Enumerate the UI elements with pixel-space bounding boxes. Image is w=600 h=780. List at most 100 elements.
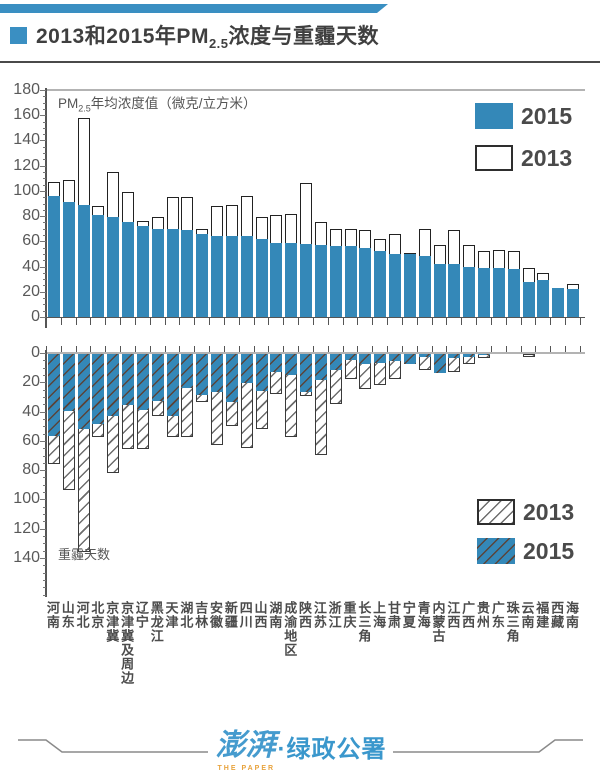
y-tick <box>43 594 46 596</box>
footer-left-line <box>17 739 208 753</box>
y-tick <box>40 411 46 413</box>
y-tick <box>40 353 46 354</box>
bar-2015 <box>166 228 179 317</box>
y-tick <box>43 96 46 98</box>
legend-swatch-2015-solid <box>475 103 513 129</box>
bar-2015-hatched <box>344 354 357 360</box>
x-boundary-tick <box>520 318 522 325</box>
y-tick <box>43 253 46 255</box>
x-boundary-tick <box>179 346 181 352</box>
footer-right-line <box>392 739 583 753</box>
x-boundary-tick <box>60 346 62 352</box>
bar-2015 <box>196 233 209 317</box>
x-category-label: 湖南 <box>267 601 283 629</box>
y-tick <box>43 228 46 230</box>
y-tick-label: 120 <box>13 519 40 537</box>
legend-label-2013: 2013 <box>521 145 573 171</box>
x-boundary-tick <box>579 346 581 352</box>
bar-2015 <box>136 226 149 317</box>
x-category-label: 河北 <box>74 601 90 629</box>
y-tick <box>43 579 46 581</box>
bar-2015-hatched <box>359 354 372 365</box>
x-boundary-tick <box>579 318 581 325</box>
bar-2015 <box>478 267 491 317</box>
legend-label-2015: 2015 <box>521 103 573 129</box>
x-category-label: 上海 <box>371 601 387 629</box>
bar-2015-hatched <box>136 354 149 410</box>
y-tick <box>43 572 46 574</box>
page-title: 2013和2015年PM2.5浓度与重霾天数 <box>36 20 379 51</box>
y-tick <box>43 536 46 538</box>
y-tick <box>43 587 46 589</box>
zero-line <box>46 352 585 354</box>
x-boundary-tick <box>446 318 448 325</box>
x-category-label: 山东 <box>59 601 75 629</box>
y-tick-label: 80 <box>22 207 40 225</box>
bar-2015-hatched <box>389 354 402 362</box>
x-category-label: 贵州 <box>474 601 490 629</box>
x-boundary-tick <box>149 346 151 352</box>
y-tick-label: 0 <box>31 308 40 325</box>
y-tick <box>43 178 46 180</box>
legend-swatch-2013-outline <box>475 145 513 171</box>
y-tick <box>43 197 46 199</box>
bar-2015 <box>107 217 120 317</box>
y-tick <box>43 426 46 428</box>
bar-2015-hatched <box>463 354 476 357</box>
x-boundary-tick <box>520 346 522 352</box>
y-tick <box>40 382 46 384</box>
y-tick <box>43 159 46 161</box>
bar-2015-hatched <box>300 354 313 393</box>
y-tick <box>43 184 46 186</box>
bar-2015-hatched <box>196 354 209 395</box>
x-category-label: 山西 <box>252 601 268 629</box>
y-tick <box>43 247 46 249</box>
y-tick <box>43 285 46 287</box>
x-boundary-tick <box>416 346 418 352</box>
x-boundary-tick <box>164 346 166 352</box>
bar-2015 <box>552 287 565 317</box>
x-boundary-tick <box>372 346 374 352</box>
y-tick-label: 40 <box>22 257 40 275</box>
x-boundary-tick <box>179 318 181 325</box>
bar-2015-hatched <box>374 354 387 363</box>
x-boundary-tick <box>46 346 47 352</box>
x-category-label: 江西 <box>445 601 461 629</box>
bar-2015-hatched <box>240 354 253 384</box>
y-tick <box>43 310 46 312</box>
x-boundary-tick <box>476 346 478 352</box>
x-boundary-tick <box>490 318 492 325</box>
x-boundary-tick <box>312 318 314 325</box>
x-boundary-tick <box>490 346 492 352</box>
x-category-label: 河南 <box>44 601 60 629</box>
y-tick <box>43 102 46 104</box>
x-boundary-tick <box>238 346 240 352</box>
x-boundary-tick <box>238 318 240 325</box>
x-boundary-tick <box>209 318 211 325</box>
x-category-label: 青海 <box>415 601 431 629</box>
x-boundary-tick <box>209 346 211 352</box>
y-tick-label: 80 <box>22 461 40 479</box>
y-tick <box>43 279 46 281</box>
x-boundary-tick <box>401 346 403 352</box>
title-bullet <box>10 27 27 44</box>
x-boundary-tick <box>164 318 166 325</box>
x-boundary-tick <box>505 346 507 352</box>
x-category-label: 宁夏 <box>400 601 416 629</box>
y-tick <box>43 374 46 376</box>
x-category-label: 辽宁 <box>133 601 149 629</box>
x-boundary-tick <box>565 318 567 325</box>
x-category-label: 黑龙江 <box>148 601 164 643</box>
y-tick <box>43 543 46 545</box>
y-tick <box>43 565 46 567</box>
bar-2015-hatched <box>77 354 90 429</box>
bar-2015 <box>48 195 60 317</box>
x-category-label: 内蒙古 <box>430 601 446 643</box>
x-category-label: 海南 <box>563 601 579 629</box>
y-tick-label: 40 <box>22 402 40 420</box>
bar-2015 <box>151 228 164 317</box>
y-tick-label: 140 <box>13 549 40 566</box>
x-boundary-tick <box>535 318 537 325</box>
